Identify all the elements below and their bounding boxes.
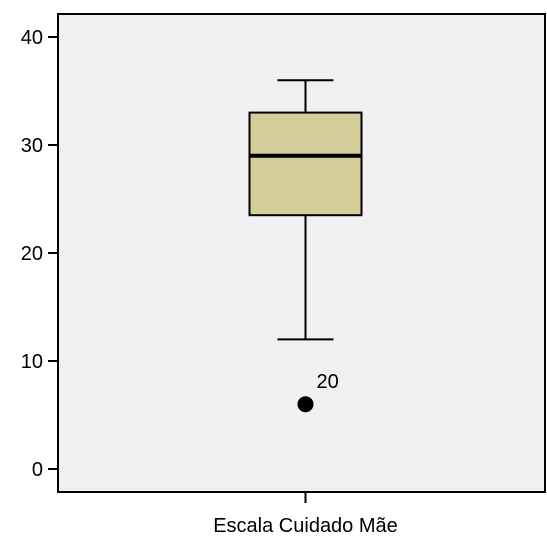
y-tick-label: 30 (21, 135, 43, 157)
y-tick-label: 10 (21, 351, 43, 373)
outlier-label: 20 (317, 371, 339, 393)
x-category-label: Escala Cuidado Mãe (213, 515, 398, 537)
interquartile-box (248, 111, 363, 217)
box-group: 20 (248, 79, 363, 413)
plot-area (57, 13, 546, 493)
y-axis: 0 10 20 30 40 (21, 27, 57, 481)
y-tick-label: 40 (21, 27, 43, 49)
y-tick-label: 0 (32, 459, 43, 481)
y-tick-label: 20 (21, 243, 43, 265)
outlier-point (297, 396, 314, 413)
x-axis: Escala Cuidado Mãe (213, 493, 398, 537)
